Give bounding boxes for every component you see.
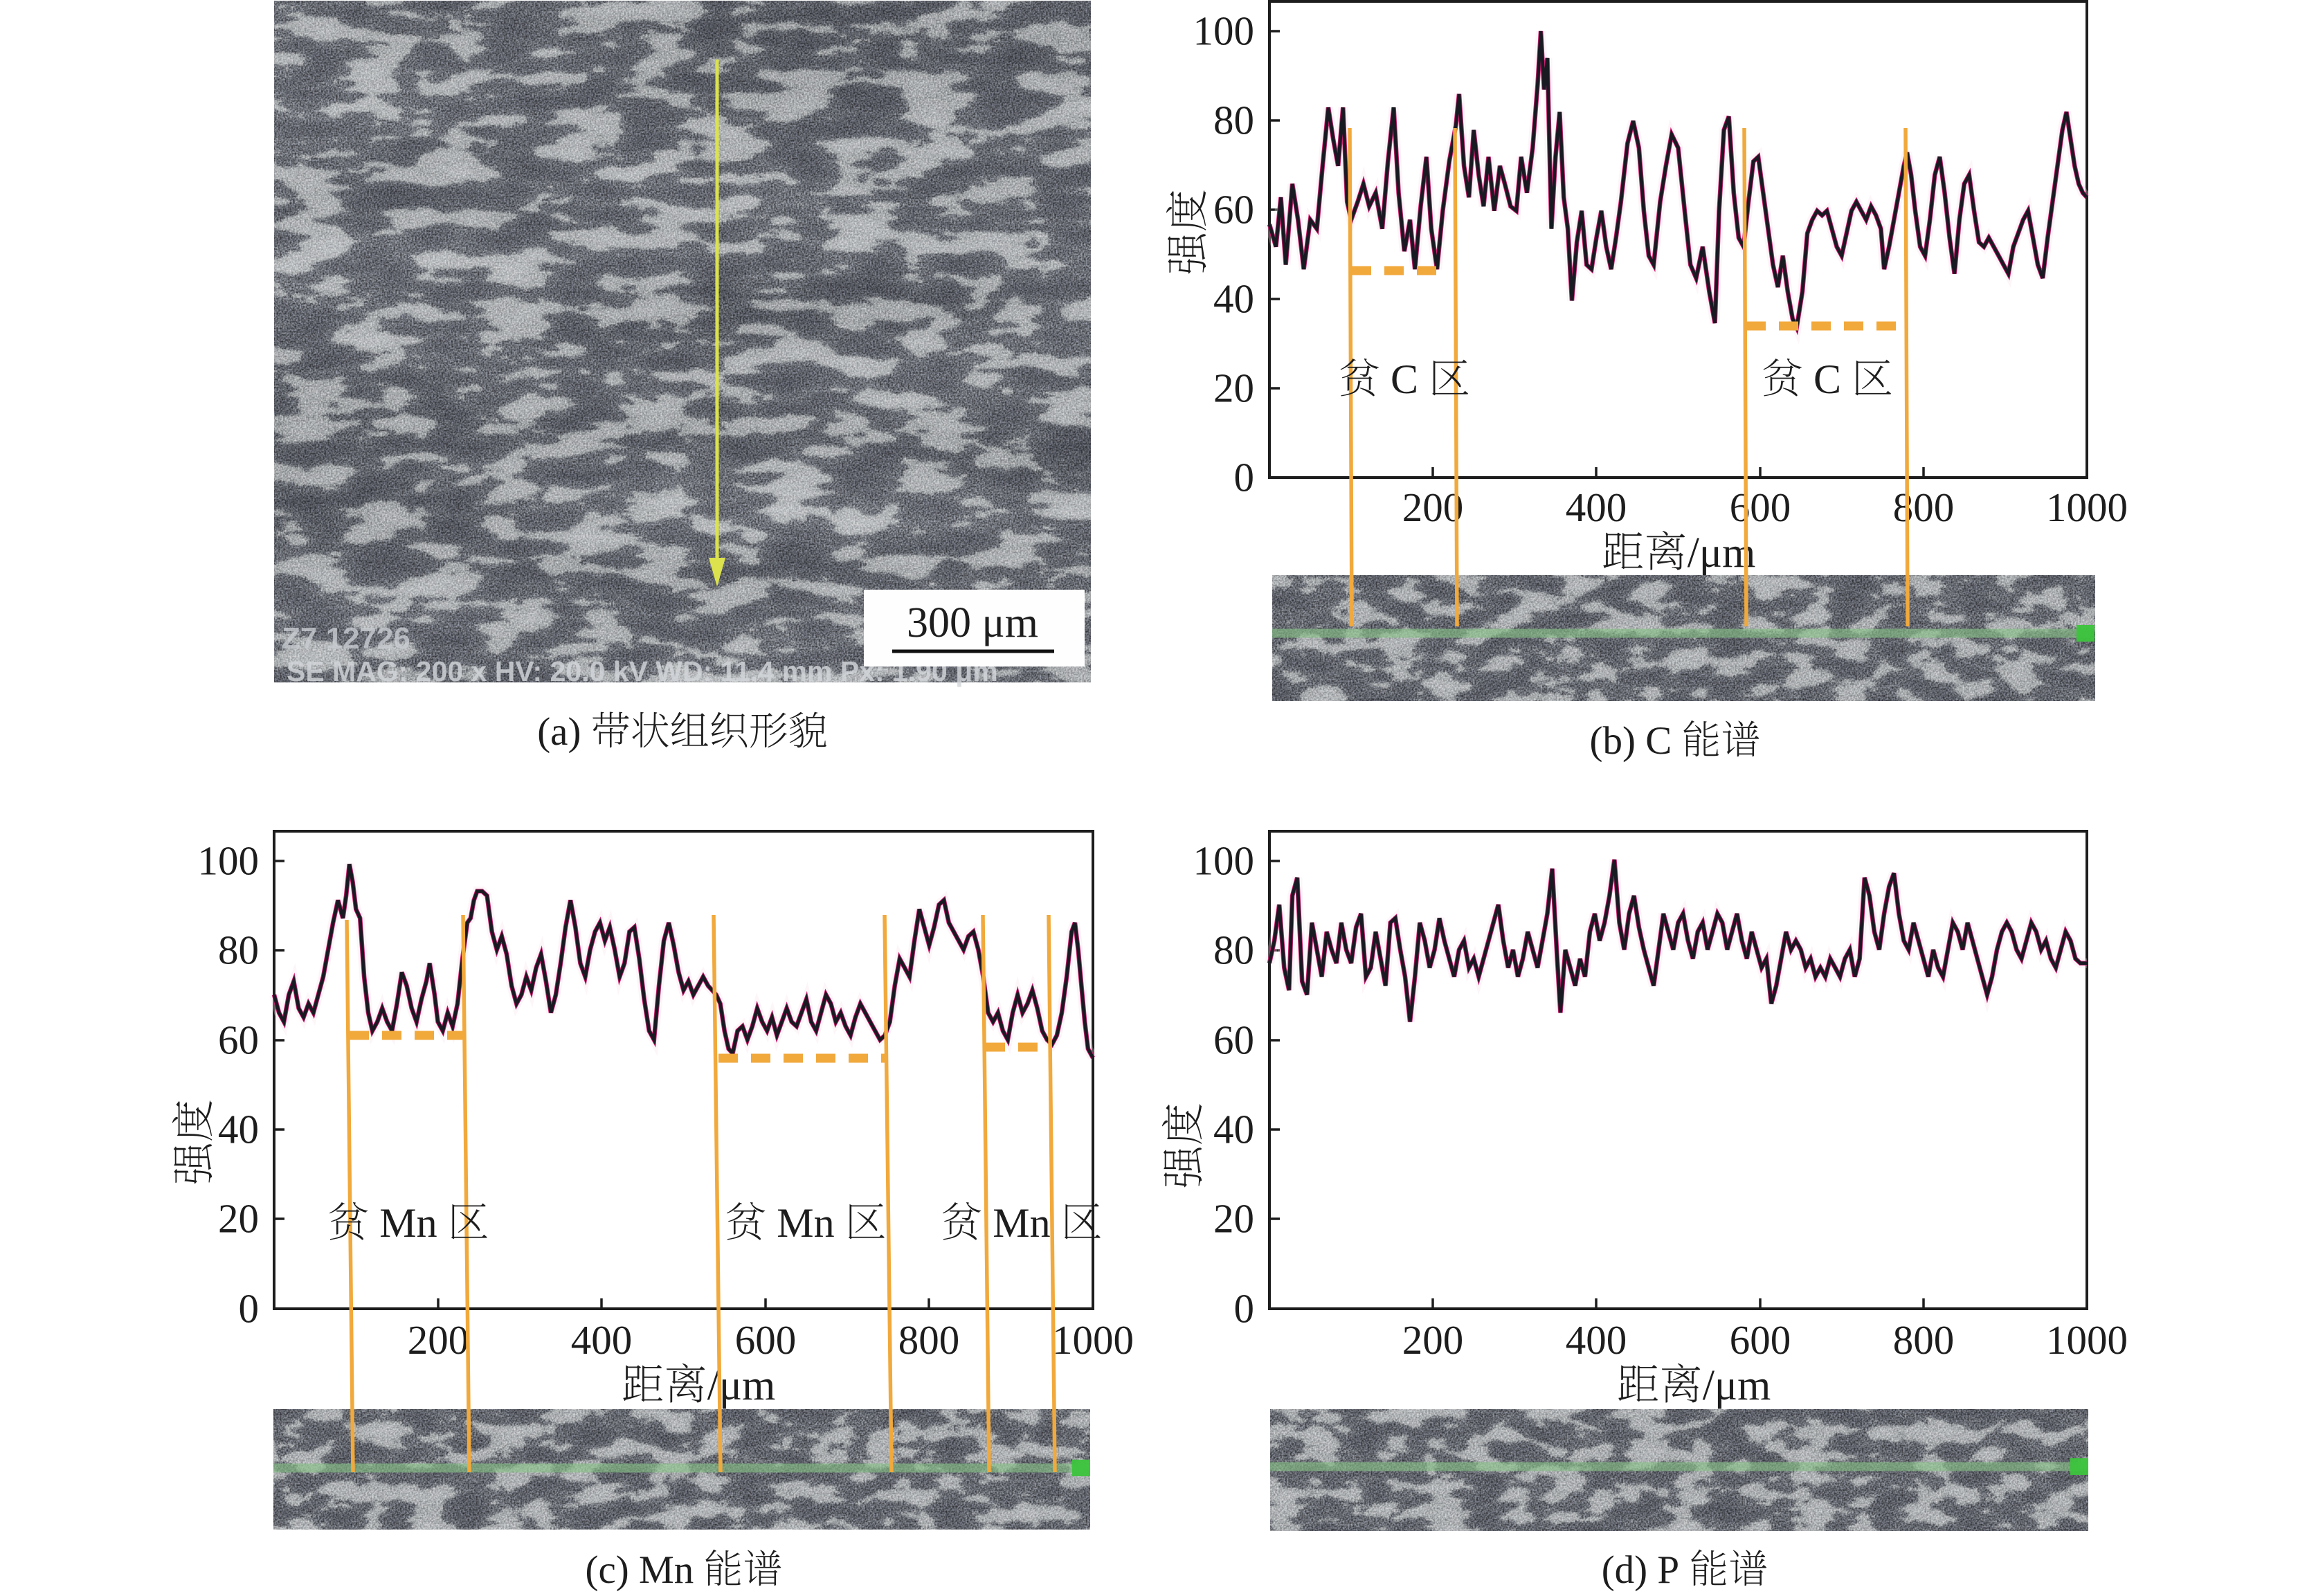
svg-text:600: 600 <box>1730 484 1791 530</box>
svg-text:20: 20 <box>1213 1196 1254 1242</box>
svg-text:200: 200 <box>1402 1317 1464 1363</box>
svg-text:Mn: Mn <box>369 1200 447 1246</box>
svg-text:(b) C: (b) C <box>1590 719 1682 763</box>
svg-text:60: 60 <box>218 1017 259 1063</box>
svg-text:60: 60 <box>1213 187 1254 233</box>
svg-text:Mn: Mn <box>766 1200 844 1246</box>
svg-text:400: 400 <box>1566 484 1627 530</box>
svg-text:(c) Mn: (c) Mn <box>586 1548 704 1592</box>
svg-text:400: 400 <box>571 1317 633 1363</box>
svg-text:400: 400 <box>1566 1317 1627 1363</box>
svg-text:800: 800 <box>1893 484 1955 530</box>
svg-text:/μm: /μm <box>1703 1362 1771 1409</box>
svg-text:Z7 12726: Z7 12726 <box>282 622 410 655</box>
svg-text:0: 0 <box>239 1286 260 1332</box>
svg-text:600: 600 <box>735 1317 797 1363</box>
svg-text:(d) P: (d) P <box>1602 1548 1690 1592</box>
svg-text:1000: 1000 <box>2046 484 2128 530</box>
svg-text:100: 100 <box>1193 8 1255 54</box>
svg-text:100: 100 <box>198 838 260 884</box>
svg-text:80: 80 <box>218 927 259 973</box>
svg-text:600: 600 <box>1730 1317 1791 1363</box>
svg-text:40: 40 <box>218 1107 259 1152</box>
svg-text:C: C <box>1380 356 1429 402</box>
svg-text:800: 800 <box>1893 1317 1955 1363</box>
svg-text:(a): (a) <box>537 710 591 754</box>
svg-text:200: 200 <box>408 1317 469 1363</box>
svg-text:C: C <box>1803 356 1852 402</box>
svg-text:1000: 1000 <box>1052 1317 1134 1363</box>
svg-text:80: 80 <box>1213 927 1254 973</box>
svg-text:40: 40 <box>1213 276 1254 322</box>
svg-text:40: 40 <box>1213 1107 1254 1152</box>
svg-text:80: 80 <box>1213 98 1254 143</box>
svg-text:0: 0 <box>1234 455 1255 500</box>
svg-text:0: 0 <box>1234 1286 1255 1332</box>
svg-text:Mn: Mn <box>982 1200 1060 1246</box>
svg-text:100: 100 <box>1193 838 1255 884</box>
svg-text:1000: 1000 <box>2046 1317 2128 1363</box>
svg-text:800: 800 <box>898 1317 960 1363</box>
svg-text:60: 60 <box>1213 1017 1254 1063</box>
svg-text:20: 20 <box>218 1196 259 1242</box>
svg-text:300 μm: 300 μm <box>907 599 1038 646</box>
svg-text:200: 200 <box>1402 484 1464 530</box>
svg-text:20: 20 <box>1213 365 1254 411</box>
